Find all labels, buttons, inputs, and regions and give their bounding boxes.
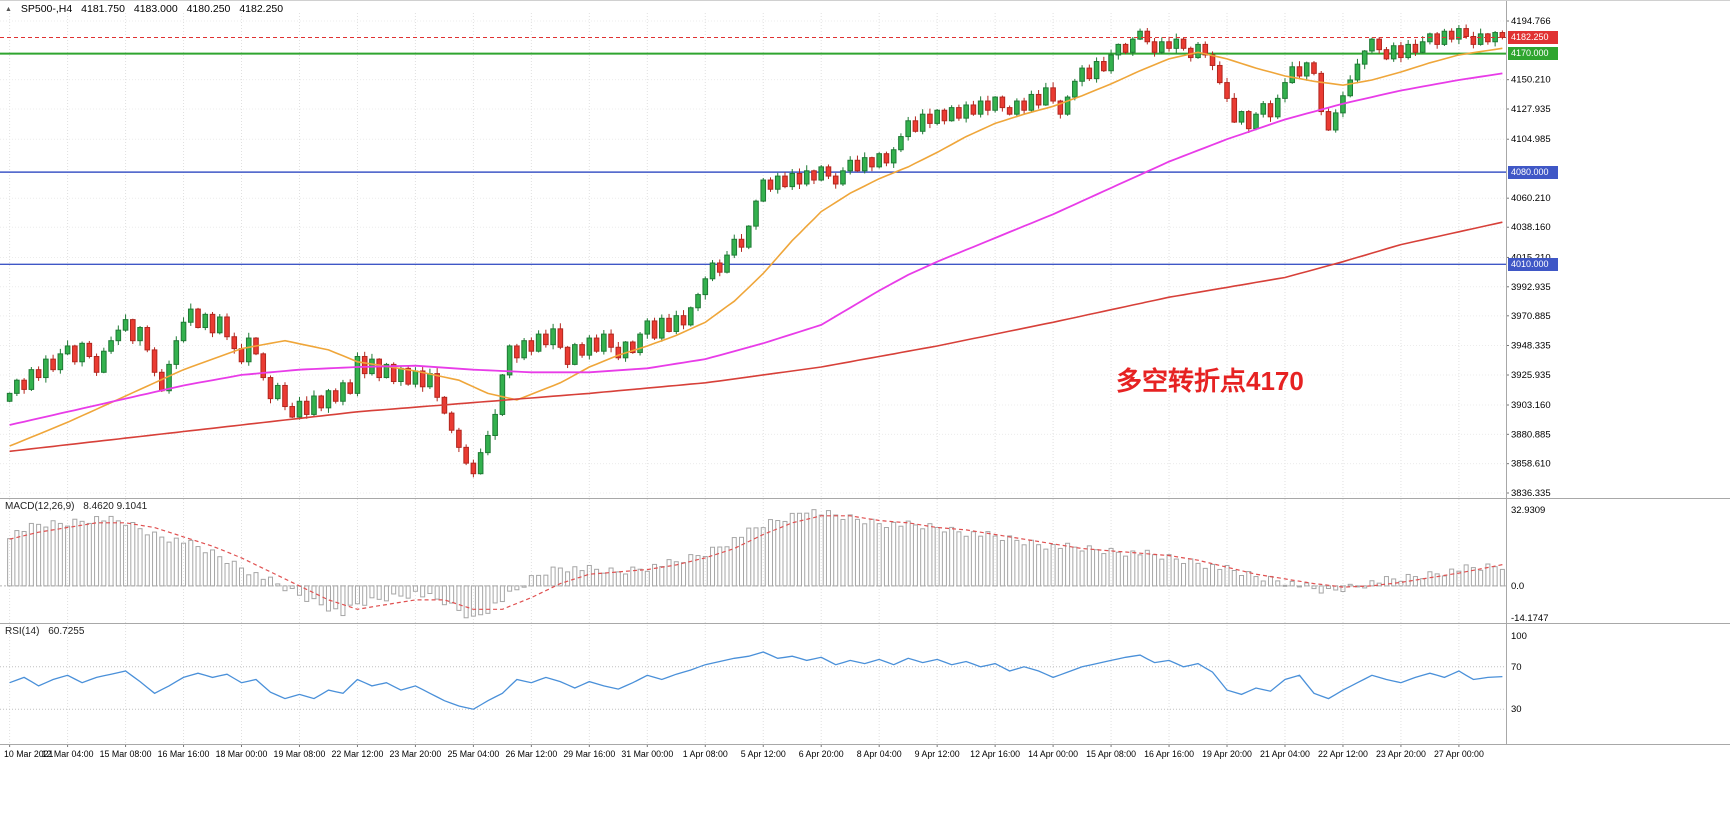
svg-text:4127.935: 4127.935 xyxy=(1511,104,1551,115)
chart-annotation-text[interactable]: 多空转折点4170 xyxy=(1116,366,1304,396)
grid-layer xyxy=(0,13,1506,744)
price-axis[interactable] xyxy=(1506,1,1576,744)
svg-text:15 Apr 08:00: 15 Apr 08:00 xyxy=(1086,749,1136,759)
price-badge-4170.000: 4170.000 xyxy=(1508,47,1558,61)
svg-text:-14.1747: -14.1747 xyxy=(1511,613,1549,624)
svg-text:3948.335: 3948.335 xyxy=(1511,341,1551,352)
ma-mid-magenta xyxy=(9,72,1503,426)
svg-text:14 Apr 00:00: 14 Apr 00:00 xyxy=(1028,749,1078,759)
svg-text:29 Mar 16:00: 29 Mar 16:00 xyxy=(563,749,615,759)
svg-text:4104.985: 4104.985 xyxy=(1511,134,1551,145)
macd-label: MACD(12,26,9) 8.4620 9.1041 xyxy=(5,501,153,512)
svg-text:25 Mar 04:00: 25 Mar 04:00 xyxy=(447,749,499,759)
svg-text:4060.210: 4060.210 xyxy=(1511,193,1551,204)
macd-panel[interactable] xyxy=(0,499,1506,623)
svg-text:3992.935: 3992.935 xyxy=(1511,282,1551,293)
svg-text:10 Mar 2021: 10 Mar 2021 xyxy=(4,749,53,759)
svg-text:18 Mar 00:00: 18 Mar 00:00 xyxy=(216,749,268,759)
price-badge-4182.250: 4182.250 xyxy=(1508,30,1558,44)
svg-text:3925.935: 3925.935 xyxy=(1511,370,1551,381)
svg-text:19 Apr 20:00: 19 Apr 20:00 xyxy=(1202,749,1252,759)
svg-text:9 Apr 12:00: 9 Apr 12:00 xyxy=(915,749,960,759)
svg-text:22 Apr 12:00: 22 Apr 12:00 xyxy=(1318,749,1368,759)
svg-text:21 Apr 04:00: 21 Apr 04:00 xyxy=(1260,749,1310,759)
svg-text:3903.160: 3903.160 xyxy=(1511,400,1551,411)
ohlc-low: 4180.250 xyxy=(186,3,231,15)
svg-text:3970.885: 3970.885 xyxy=(1511,311,1551,322)
rsi-name: RSI(14) xyxy=(5,626,40,637)
price-badge-4010.000: 4010.000 xyxy=(1508,257,1558,271)
svg-text:16 Mar 16:00: 16 Mar 16:00 xyxy=(158,749,210,759)
rsi-value: 60.7255 xyxy=(48,626,85,637)
svg-text:32.9309: 32.9309 xyxy=(1511,505,1545,516)
svg-text:30: 30 xyxy=(1511,704,1522,715)
svg-text:3836.335: 3836.335 xyxy=(1511,488,1551,499)
svg-text:19 Mar 08:00: 19 Mar 08:00 xyxy=(274,749,326,759)
ohlc-high: 4183.000 xyxy=(133,3,178,15)
svg-text:100: 100 xyxy=(1511,631,1527,642)
price-chart-panel[interactable] xyxy=(0,1,1506,498)
svg-text:15 Mar 08:00: 15 Mar 08:00 xyxy=(100,749,152,759)
svg-text:16 Apr 16:00: 16 Apr 16:00 xyxy=(1144,749,1194,759)
hlines-layer xyxy=(0,52,1506,266)
candles-layer xyxy=(6,24,1506,478)
svg-text:23 Apr 20:00: 23 Apr 20:00 xyxy=(1376,749,1426,759)
svg-text:4038.160: 4038.160 xyxy=(1511,222,1551,233)
svg-text:26 Mar 12:00: 26 Mar 12:00 xyxy=(505,749,557,759)
svg-text:70: 70 xyxy=(1511,662,1522,673)
svg-text:12 Apr 16:00: 12 Apr 16:00 xyxy=(970,749,1020,759)
svg-text:22 Mar 12:00: 22 Mar 12:00 xyxy=(332,749,384,759)
svg-text:3880.885: 3880.885 xyxy=(1511,429,1551,440)
macd-values: 8.4620 9.1041 xyxy=(83,501,148,512)
rsi-label: RSI(14) 60.7255 xyxy=(5,626,90,637)
symbol-info-bar: ▲ SP500-,H4 4181.750 4183.000 4180.250 4… xyxy=(5,3,289,15)
symbol-period-label: SP500-,H4 xyxy=(20,3,73,15)
svg-text:6 Apr 20:00: 6 Apr 20:00 xyxy=(799,749,844,759)
ohlc-open: 4181.750 xyxy=(81,3,125,15)
ohlc-close: 4182.250 xyxy=(239,3,284,15)
price-badge-4080.000: 4080.000 xyxy=(1508,165,1558,179)
moving-averages-layer xyxy=(9,47,1503,453)
svg-text:4150.210: 4150.210 xyxy=(1511,75,1551,86)
chart-arrow-icon: ▲ xyxy=(5,6,12,13)
svg-text:12 Mar 04:00: 12 Mar 04:00 xyxy=(42,749,94,759)
svg-text:5 Apr 12:00: 5 Apr 12:00 xyxy=(741,749,786,759)
svg-text:4194.766: 4194.766 xyxy=(1511,16,1551,27)
rsi-panel[interactable] xyxy=(0,624,1506,744)
svg-text:27 Apr 00:00: 27 Apr 00:00 xyxy=(1434,749,1484,759)
macd-histogram xyxy=(7,509,1505,619)
rsi-line xyxy=(9,651,1503,710)
svg-text:1 Apr 08:00: 1 Apr 08:00 xyxy=(683,749,728,759)
macd-name: MACD(12,26,9) xyxy=(5,501,75,512)
time-axis[interactable] xyxy=(0,744,1506,766)
macd-signal-line xyxy=(9,515,1503,610)
ma-slow-red xyxy=(9,221,1503,453)
svg-text:23 Mar 20:00: 23 Mar 20:00 xyxy=(389,749,441,759)
svg-text:3858.610: 3858.610 xyxy=(1511,459,1551,470)
svg-text:0.0: 0.0 xyxy=(1511,581,1524,592)
svg-text:8 Apr 04:00: 8 Apr 04:00 xyxy=(857,749,902,759)
ma-fast-orange xyxy=(9,47,1503,447)
svg-text:31 Mar 00:00: 31 Mar 00:00 xyxy=(621,749,673,759)
